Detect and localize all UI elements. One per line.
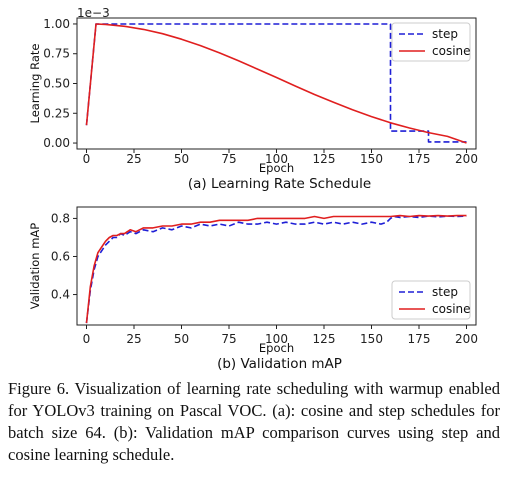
chart1-y-tick-label: 0.50 [43,77,70,91]
chart2-y-tick-label: 0.6 [51,249,70,263]
chart1-x-tick-label: 100 [265,152,288,166]
chart1-x-tick-label: 125 [313,152,336,166]
chart1-y-axis-label: Learning Rate [28,44,42,124]
chart1-y-tick-label: 0.75 [43,47,70,61]
chart2-x-tick-label: 0 [83,332,91,346]
chart1-panel-caption: (a) Learning Rate Schedule [188,176,371,192]
chart2-x-tick-label: 75 [221,332,236,346]
chart2-x-axis-label: Epoch [259,341,294,355]
chart2-legend-label-cosine: cosine [432,302,471,316]
chart2-legend-label-step: step [432,285,458,299]
chart2-x-tick-label: 150 [360,332,383,346]
figure-panels: 0 25 50 75 100 125 150 175 200 0.00 0.25 0.50 0.75 1.… [28,6,478,372]
chart1-y-tick-label: 1.00 [43,17,70,31]
chart1-series-cosine [85,23,467,144]
chart1-legend-label-step: step [432,27,458,41]
chart2-x-tick-label: 200 [455,332,478,346]
figure-caption: Figure 6. Visualization of learning rate… [8,379,500,464]
chart1-x-tick-label: 175 [408,152,431,166]
chart1-x-tick-label: 200 [455,152,478,166]
chart1-y-tick-label: 0.00 [43,136,70,150]
chart1-x-tick-label: 75 [221,152,236,166]
chart1-x-tick-label: 150 [360,152,383,166]
chart1-y-tick-label: 0.25 [43,106,70,120]
chart2-y-tick-label: 0.4 [51,288,70,302]
chart1-offset-label: 1e−3 [77,6,110,20]
chart1-x-tick-label: 25 [126,152,141,166]
chart1-x-axis-label: Epoch [259,161,294,175]
chart2-y-axis-label: Validation mAP [28,223,42,310]
chart2-x-tick-label: 25 [126,332,141,346]
chart2-series-cosine [85,214,467,324]
chart2-x-tick-label: 100 [265,332,288,346]
chart2-panel-caption: (b) Validation mAP [217,356,342,372]
chart2-x-tick-label: 50 [174,332,189,346]
chart1-x-tick-label: 0 [83,152,91,166]
chart1-x-tick-label: 50 [174,152,189,166]
chart1-legend-label-cosine: cosine [432,44,471,58]
chart2-x-tick-label: 125 [313,332,336,346]
chart2-x-tick-label: 175 [408,332,431,346]
chart2-y-tick-label: 0.8 [51,211,70,225]
